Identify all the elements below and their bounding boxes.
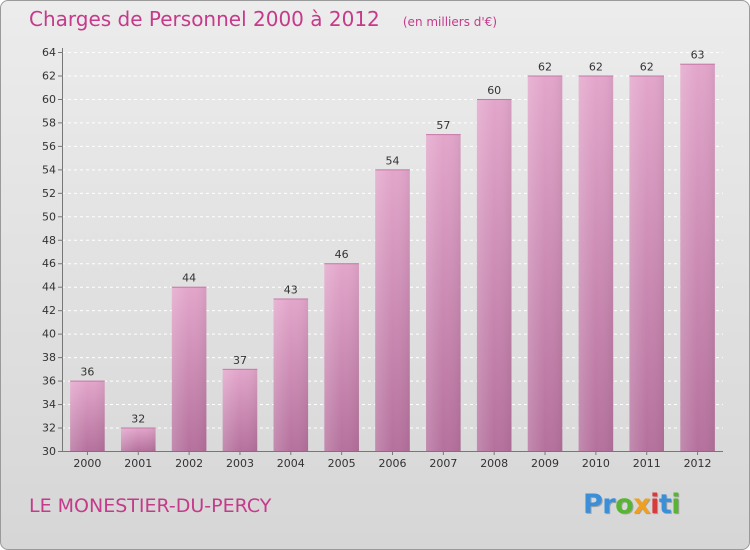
bar-shading — [680, 63, 715, 452]
x-tick-label: 2004 — [277, 457, 305, 470]
bar-shading — [426, 134, 461, 451]
title-row: Charges de Personnel 2000 à 2012 (en mil… — [29, 7, 497, 31]
y-tick-label: 40 — [42, 328, 56, 341]
y-tick-label: 56 — [42, 140, 56, 153]
bar-shading — [324, 263, 359, 451]
logo-letter: t — [658, 489, 672, 520]
logo-letter: r — [602, 489, 616, 520]
bar-value-label: 37 — [233, 354, 247, 367]
logo-letter: x — [633, 489, 651, 520]
y-tick-label: 38 — [42, 351, 56, 364]
bar-shading — [375, 169, 410, 451]
bar-value-label: 46 — [335, 248, 349, 261]
y-tick-label: 36 — [42, 375, 56, 388]
x-tick-label: 2000 — [73, 457, 101, 470]
proxiti-logo: Proxiti — [583, 489, 681, 520]
bar-shading — [70, 380, 105, 451]
x-tick-label: 2010 — [582, 457, 610, 470]
axis-layer: 30 32 34 36 38 40 42 44 46 48 50 52 54 56 58 60 62 64 36 20… — [42, 46, 723, 470]
y-tick-label: 58 — [42, 116, 56, 129]
y-tick-label: 44 — [42, 281, 56, 294]
y-tick-label: 54 — [42, 163, 56, 176]
bar-shading — [476, 98, 512, 452]
logo-letter: P — [583, 489, 603, 520]
y-tick-label: 46 — [42, 257, 56, 270]
chart-title: Charges de Personnel 2000 à 2012 — [29, 7, 380, 31]
y-tick-label: 32 — [42, 422, 56, 435]
x-tick-label: 2008 — [480, 457, 508, 470]
x-tick-label: 2009 — [531, 457, 559, 470]
x-tick-label: 2007 — [429, 457, 457, 470]
x-tick-label: 2006 — [379, 457, 407, 470]
bar-shading — [222, 368, 258, 451]
y-tick-label: 30 — [42, 445, 56, 458]
y-tick-label: 52 — [42, 187, 56, 200]
y-tick-label: 60 — [42, 93, 56, 106]
bars-layer — [70, 63, 715, 452]
bar-shading — [273, 298, 309, 451]
x-tick-label: 2002 — [175, 457, 203, 470]
x-tick-label: 2012 — [684, 457, 712, 470]
bar-value-label: 44 — [182, 272, 196, 285]
logo-letter: o — [615, 489, 634, 520]
y-tick-label: 64 — [42, 46, 56, 59]
x-tick-label: 2005 — [328, 457, 356, 470]
bar-value-label: 62 — [589, 60, 603, 73]
bar-value-label: 54 — [386, 154, 400, 167]
x-tick-label: 2011 — [633, 457, 661, 470]
chart-subtitle: (en milliers d'€) — [402, 15, 497, 29]
bar-value-label: 32 — [131, 413, 145, 426]
bar-shading — [527, 75, 563, 452]
bar-shading — [171, 286, 207, 451]
y-tick-label: 62 — [42, 69, 56, 82]
bar-value-label: 43 — [284, 283, 298, 296]
y-tick-label: 42 — [42, 304, 56, 317]
x-tick-label: 2001 — [124, 457, 152, 470]
x-tick-label: 2003 — [226, 457, 254, 470]
bar-value-label: 62 — [640, 60, 654, 73]
commune-name: LE MONESTIER-DU-PERCY — [29, 495, 272, 517]
bar-value-label: 57 — [436, 119, 450, 132]
bar-value-label: 36 — [80, 366, 94, 379]
bar-value-label: 60 — [487, 84, 501, 97]
y-tick-label: 50 — [42, 210, 56, 223]
bar-value-label: 62 — [538, 60, 552, 73]
y-tick-label: 34 — [42, 398, 56, 411]
bar-shading — [629, 75, 665, 452]
y-tick-label: 48 — [42, 234, 56, 247]
logo-letter: i — [650, 489, 659, 520]
bar-value-label: 63 — [691, 49, 705, 62]
logo-letter: i — [671, 489, 681, 520]
bar-shading — [578, 75, 614, 452]
bar-shading — [120, 427, 156, 451]
